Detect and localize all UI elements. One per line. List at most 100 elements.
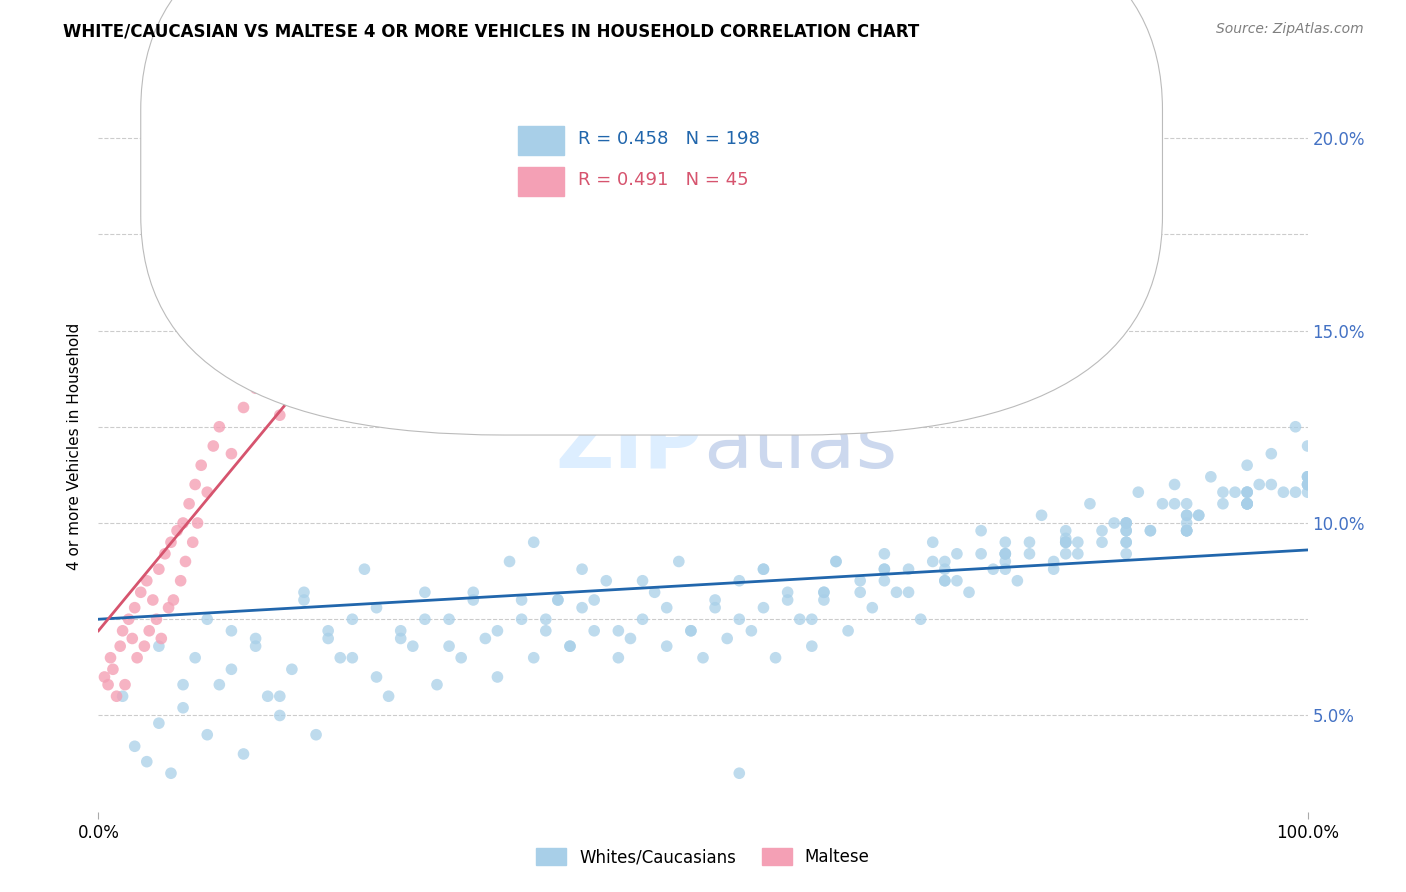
Point bbox=[148, 716, 170, 731]
Point bbox=[1031, 508, 1053, 523]
Point bbox=[740, 624, 762, 638]
Point bbox=[825, 554, 848, 568]
Point bbox=[1296, 485, 1319, 500]
Point bbox=[160, 535, 183, 549]
Point bbox=[1139, 524, 1161, 538]
Point bbox=[1067, 547, 1090, 561]
Point bbox=[1236, 485, 1258, 500]
Point bbox=[510, 593, 533, 607]
Point bbox=[148, 562, 170, 576]
Point bbox=[245, 381, 267, 395]
Point bbox=[281, 662, 304, 676]
Point bbox=[305, 728, 328, 742]
Point bbox=[342, 650, 364, 665]
Point bbox=[463, 585, 485, 599]
Point bbox=[752, 600, 775, 615]
Point bbox=[232, 747, 254, 761]
Text: atlas: atlas bbox=[703, 407, 897, 485]
Point bbox=[873, 562, 896, 576]
Point bbox=[232, 401, 254, 415]
Text: R = 0.458   N = 198: R = 0.458 N = 198 bbox=[578, 130, 761, 148]
Point bbox=[631, 574, 654, 588]
Y-axis label: 4 or more Vehicles in Household: 4 or more Vehicles in Household bbox=[67, 322, 83, 570]
Point bbox=[1175, 524, 1198, 538]
Point bbox=[776, 593, 799, 607]
Point bbox=[1018, 535, 1040, 549]
Text: ZIP: ZIP bbox=[555, 407, 703, 485]
Point bbox=[111, 690, 134, 704]
Point bbox=[463, 593, 485, 607]
Point bbox=[174, 554, 197, 568]
Point bbox=[1236, 497, 1258, 511]
Point bbox=[534, 624, 557, 638]
Point bbox=[571, 562, 593, 576]
Point bbox=[1223, 485, 1246, 500]
Point bbox=[292, 593, 315, 607]
Point bbox=[1115, 516, 1137, 530]
Point bbox=[316, 632, 339, 646]
Point bbox=[1296, 477, 1319, 491]
Point bbox=[108, 639, 131, 653]
Point bbox=[292, 354, 315, 368]
Point bbox=[179, 497, 201, 511]
Point bbox=[571, 600, 593, 615]
Point bbox=[957, 585, 980, 599]
Point bbox=[1175, 508, 1198, 523]
Point bbox=[93, 670, 115, 684]
Point bbox=[1188, 508, 1211, 523]
Bar bbox=[517, 167, 564, 196]
Point bbox=[245, 632, 267, 646]
Point bbox=[558, 639, 581, 653]
Point bbox=[366, 600, 388, 615]
Point bbox=[1236, 485, 1258, 500]
Point bbox=[668, 554, 690, 568]
Point bbox=[728, 574, 751, 588]
Point bbox=[329, 650, 352, 665]
Point bbox=[1175, 516, 1198, 530]
Point bbox=[256, 362, 278, 376]
Point bbox=[1260, 447, 1282, 461]
Point bbox=[897, 585, 920, 599]
Point bbox=[1115, 524, 1137, 538]
Point bbox=[1236, 497, 1258, 511]
Point bbox=[1163, 477, 1185, 491]
Point bbox=[413, 612, 436, 626]
Point bbox=[1054, 535, 1077, 549]
Point bbox=[849, 585, 872, 599]
Point bbox=[1236, 497, 1258, 511]
Point bbox=[510, 612, 533, 626]
Point bbox=[1054, 535, 1077, 549]
Point bbox=[558, 639, 581, 653]
Point bbox=[1296, 439, 1319, 453]
Point bbox=[221, 624, 243, 638]
Bar bbox=[517, 126, 564, 155]
Point bbox=[157, 600, 180, 615]
Point bbox=[221, 447, 243, 461]
Point bbox=[160, 766, 183, 780]
Point bbox=[1018, 547, 1040, 561]
Point bbox=[172, 516, 194, 530]
Point bbox=[595, 574, 617, 588]
Point bbox=[716, 632, 738, 646]
Point bbox=[1236, 485, 1258, 500]
Point bbox=[145, 612, 167, 626]
Point bbox=[1236, 458, 1258, 473]
Point bbox=[934, 574, 956, 588]
FancyBboxPatch shape bbox=[141, 0, 1163, 435]
Point bbox=[704, 593, 727, 607]
Point bbox=[1139, 524, 1161, 538]
Point bbox=[583, 593, 606, 607]
Point bbox=[1249, 477, 1271, 491]
Point bbox=[105, 690, 128, 704]
Point bbox=[1175, 524, 1198, 538]
Point bbox=[886, 585, 908, 599]
Point bbox=[970, 524, 993, 538]
Point bbox=[679, 624, 702, 638]
Point bbox=[111, 624, 134, 638]
Point bbox=[970, 547, 993, 561]
Point bbox=[166, 524, 188, 538]
Point bbox=[1284, 485, 1306, 500]
Point bbox=[523, 535, 546, 549]
Point bbox=[402, 639, 425, 653]
Point bbox=[474, 632, 496, 646]
